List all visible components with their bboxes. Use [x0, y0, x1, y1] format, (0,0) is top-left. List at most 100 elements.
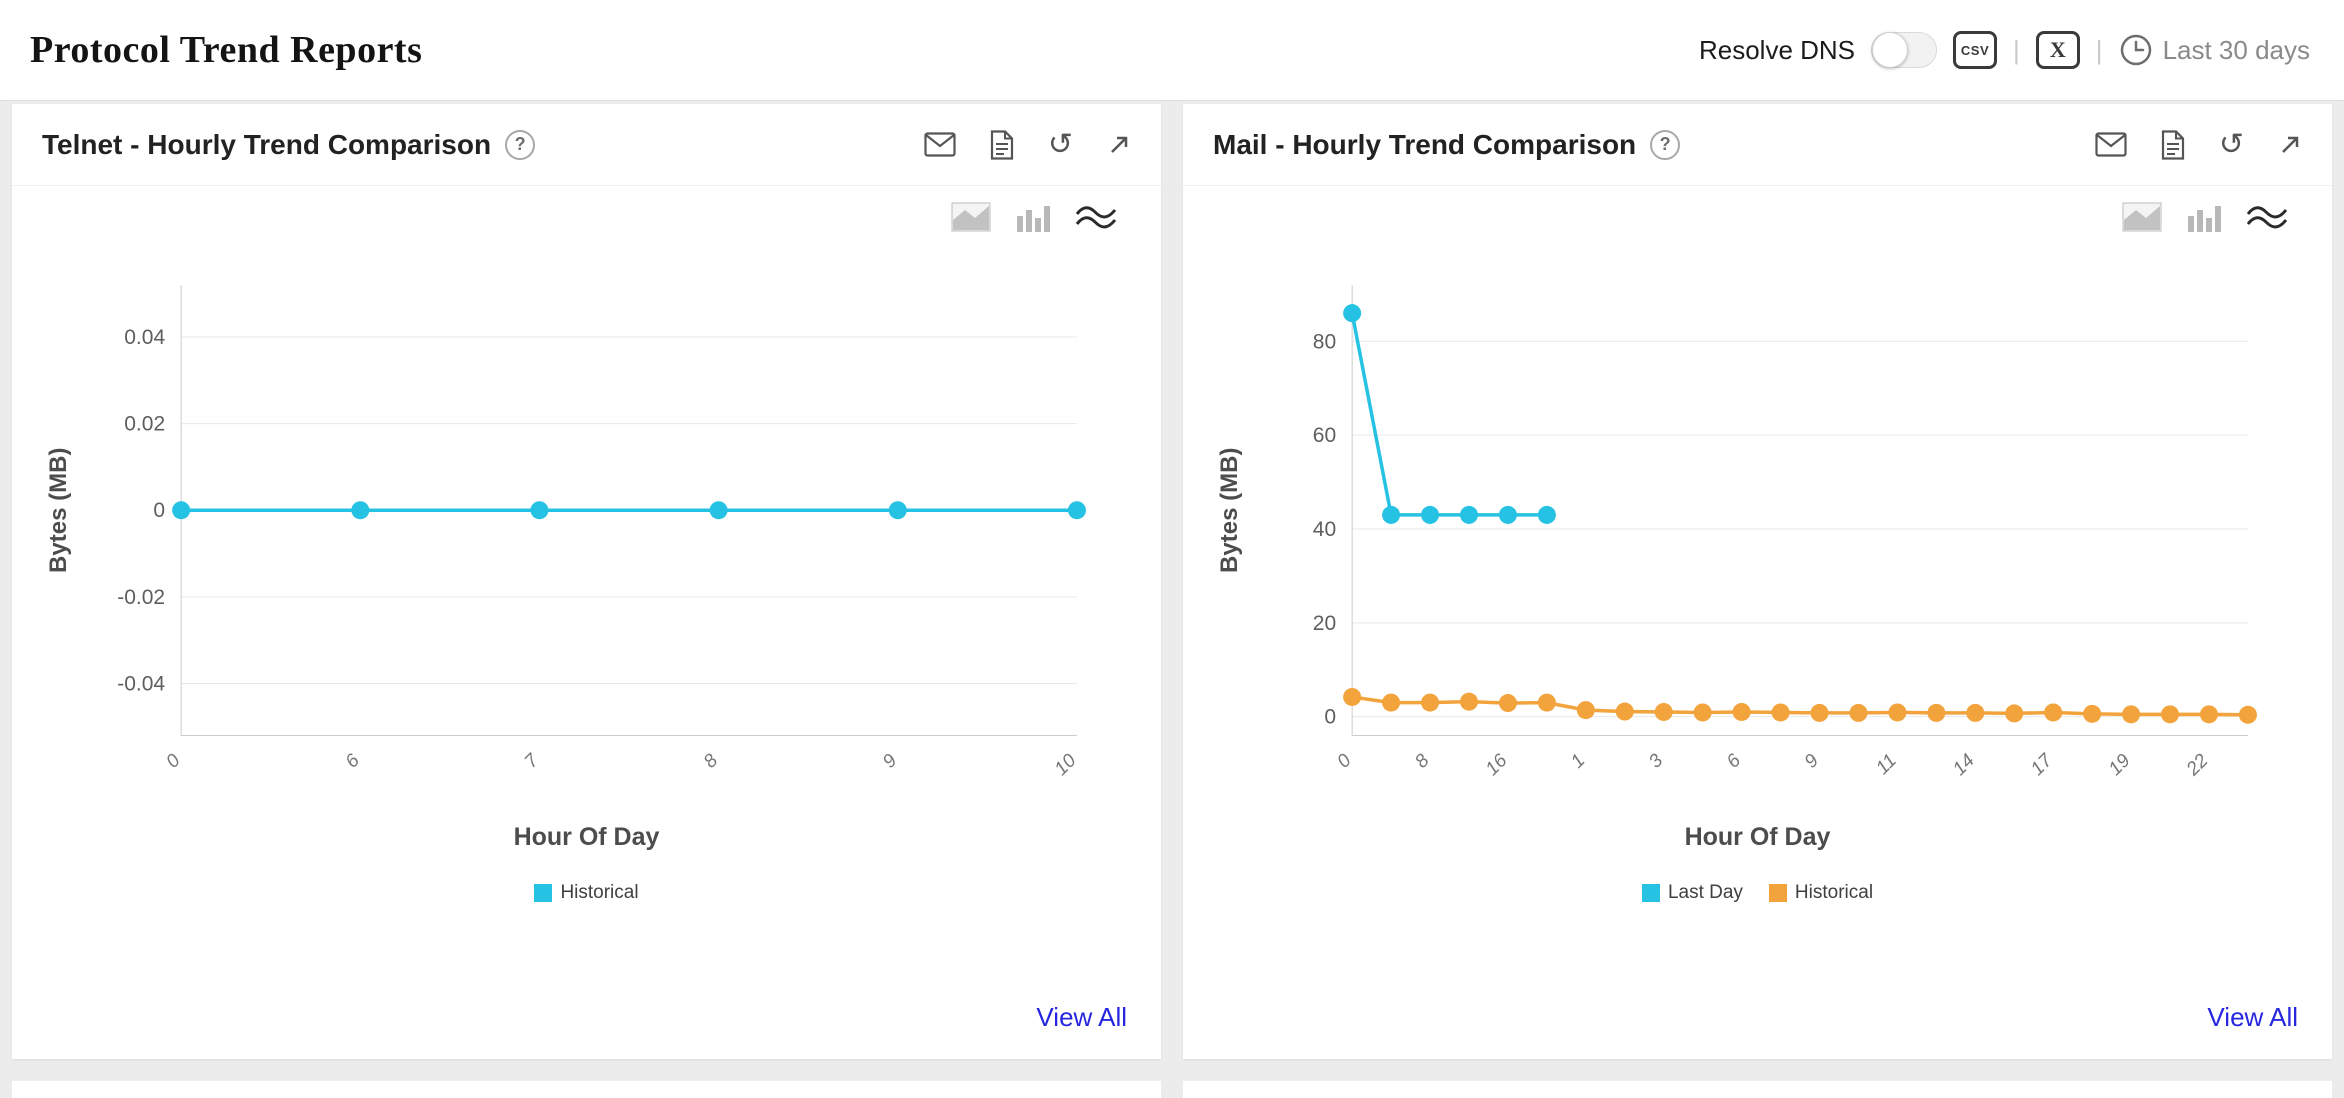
refresh-history-icon[interactable]: ↺: [1047, 127, 1073, 161]
svg-text:80: 80: [1313, 330, 1336, 353]
telnet-trend-chart[interactable]: -0.04 -0.02 0 0.02 0.04 0 6 7 8 9 10 Bytes (MB): [36, 240, 1137, 821]
line-chart-type-icon[interactable]: [1075, 202, 1117, 232]
mail-trend-chart[interactable]: 0 20 40 60 80 0 8 16 1 3 6 9 11 14 17 19 22 Bytes (MB): [1207, 240, 2308, 821]
panel-partial: [12, 1081, 1161, 1098]
svg-text:60: 60: [1313, 424, 1336, 447]
svg-text:0: 0: [1333, 750, 1356, 773]
svg-text:10: 10: [1051, 750, 1081, 780]
panel-header: Telnet - Hourly Trend Comparison ?: [12, 104, 1161, 186]
view-all-row: View All: [12, 1002, 1161, 1059]
clock-icon: [2120, 34, 2151, 66]
x-axis-title: Hour Of Day: [513, 822, 660, 851]
chart-type-toolbar: [12, 186, 1161, 232]
page-title: Protocol Trend Reports: [30, 29, 423, 71]
bar-chart-type-icon[interactable]: [1015, 202, 1051, 232]
excel-export-icon[interactable]: X: [2035, 31, 2080, 69]
panel-partial: [1183, 1081, 2332, 1098]
separator: |: [2095, 34, 2103, 65]
legend-swatch: [534, 883, 553, 902]
diagonal-arrow-icon: [2282, 136, 2299, 153]
svg-text:11: 11: [1872, 750, 1901, 779]
chart-legend: Historical: [12, 882, 1161, 904]
time-range-label: Last 30 days: [2162, 34, 2310, 65]
legend-item[interactable]: Last Day: [1641, 881, 1743, 904]
pdf-export-icon[interactable]: [2161, 129, 2185, 160]
refresh-history-icon[interactable]: ↺: [2218, 127, 2244, 161]
envelope-icon: [924, 132, 956, 157]
separator: |: [2013, 34, 2020, 65]
view-all-row: View All: [1183, 1002, 2332, 1059]
svg-text:Bytes (MB): Bytes (MB): [1216, 448, 1243, 573]
resolve-dns-label: Resolve DNS: [1698, 34, 1856, 65]
panel-title: Mail - Hourly Trend Comparison: [1213, 128, 1637, 160]
svg-text:0.04: 0.04: [124, 326, 165, 349]
view-all-link[interactable]: View All: [1036, 1002, 1127, 1032]
bar-chart-type-icon[interactable]: [2186, 202, 2222, 232]
svg-text:3: 3: [1645, 750, 1668, 773]
svg-text:0: 0: [1324, 706, 1336, 729]
svg-text:0: 0: [162, 750, 185, 773]
panel-actions: ↺: [924, 127, 1131, 161]
panel-telnet-trend: Telnet - Hourly Trend Comparison ?: [12, 104, 1161, 1059]
svg-text:-0.04: -0.04: [117, 672, 165, 695]
panels-row-2: [12, 1081, 2332, 1098]
expand-icon[interactable]: [2278, 133, 2302, 157]
svg-text:1: 1: [1567, 750, 1589, 772]
dashboard-body: Telnet - Hourly Trend Comparison ?: [0, 100, 2344, 1098]
panel-title: Telnet - Hourly Trend Comparison: [42, 128, 492, 160]
legend-label: Historical: [1794, 881, 1874, 903]
header-controls: Resolve DNS CSV | X | Last 30 days: [1699, 31, 2310, 69]
legend-label: Historical: [560, 881, 639, 903]
svg-text:16: 16: [1482, 750, 1512, 780]
email-report-icon[interactable]: [924, 132, 956, 157]
pdf-file-icon: [990, 129, 1013, 160]
area-chart-type-icon[interactable]: [2122, 202, 2162, 232]
panel-mail-trend: Mail - Hourly Trend Comparison ?: [1183, 104, 2332, 1059]
svg-text:14: 14: [1949, 750, 1979, 780]
legend-swatch: [1641, 883, 1660, 902]
time-range-selector[interactable]: Last 30 days: [2119, 33, 2310, 67]
svg-text:9: 9: [1801, 750, 1824, 773]
chart-type-toolbar: [1183, 186, 2332, 232]
legend-label: Last Day: [1667, 881, 1743, 903]
email-report-icon[interactable]: [2095, 132, 2127, 157]
expand-icon[interactable]: [1107, 133, 1131, 157]
panels-row-1: Telnet - Hourly Trend Comparison ?: [12, 104, 2332, 1059]
help-icon[interactable]: ?: [1650, 129, 1681, 160]
panel-header: Mail - Hourly Trend Comparison ?: [1183, 104, 2332, 186]
csv-export-icon[interactable]: CSV: [1953, 31, 1998, 69]
svg-text:7: 7: [521, 749, 544, 772]
pdf-export-icon[interactable]: [990, 129, 1014, 160]
svg-text:-0.02: -0.02: [117, 586, 165, 609]
envelope-icon: [2095, 132, 2127, 157]
resolve-dns-toggle[interactable]: [1871, 32, 1938, 68]
legend-item[interactable]: Historical: [534, 881, 639, 904]
svg-text:0.02: 0.02: [124, 413, 165, 436]
x-axis-title: Hour Of Day: [1684, 822, 1831, 851]
page-header: Protocol Trend Reports Resolve DNS CSV |…: [0, 0, 2344, 100]
chart-area: 0 20 40 60 80 0 8 16 1 3 6 9 11 14 17 19 22 Bytes (MB): [1183, 232, 2332, 821]
pdf-file-icon: [2161, 129, 2184, 160]
chart-legend: Last Day Historical: [1183, 882, 2332, 904]
legend-swatch: [1768, 883, 1787, 902]
svg-text:8: 8: [700, 750, 723, 773]
legend-item[interactable]: Historical: [1768, 881, 1874, 904]
svg-text:22: 22: [2182, 750, 2213, 781]
toggle-knob: [1872, 32, 1909, 68]
line-chart-type-icon[interactable]: [2246, 202, 2288, 232]
svg-text:19: 19: [2105, 750, 2135, 780]
chart-area: -0.04 -0.02 0 0.02 0.04 0 6 7 8 9 10 Bytes (MB): [12, 232, 1161, 821]
svg-text:8: 8: [1411, 750, 1434, 773]
svg-text:20: 20: [1313, 612, 1336, 635]
svg-text:0: 0: [153, 499, 165, 522]
view-all-link[interactable]: View All: [2207, 1002, 2298, 1032]
svg-text:17: 17: [2027, 749, 2058, 780]
svg-text:9: 9: [879, 750, 902, 773]
svg-text:6: 6: [342, 750, 365, 773]
help-icon[interactable]: ?: [505, 129, 536, 160]
diagonal-arrow-icon: [1111, 136, 1128, 153]
area-chart-type-icon[interactable]: [951, 202, 991, 232]
panel-actions: ↺: [2095, 127, 2302, 161]
svg-text:6: 6: [1723, 750, 1746, 773]
svg-text:Bytes (MB): Bytes (MB): [45, 448, 72, 573]
